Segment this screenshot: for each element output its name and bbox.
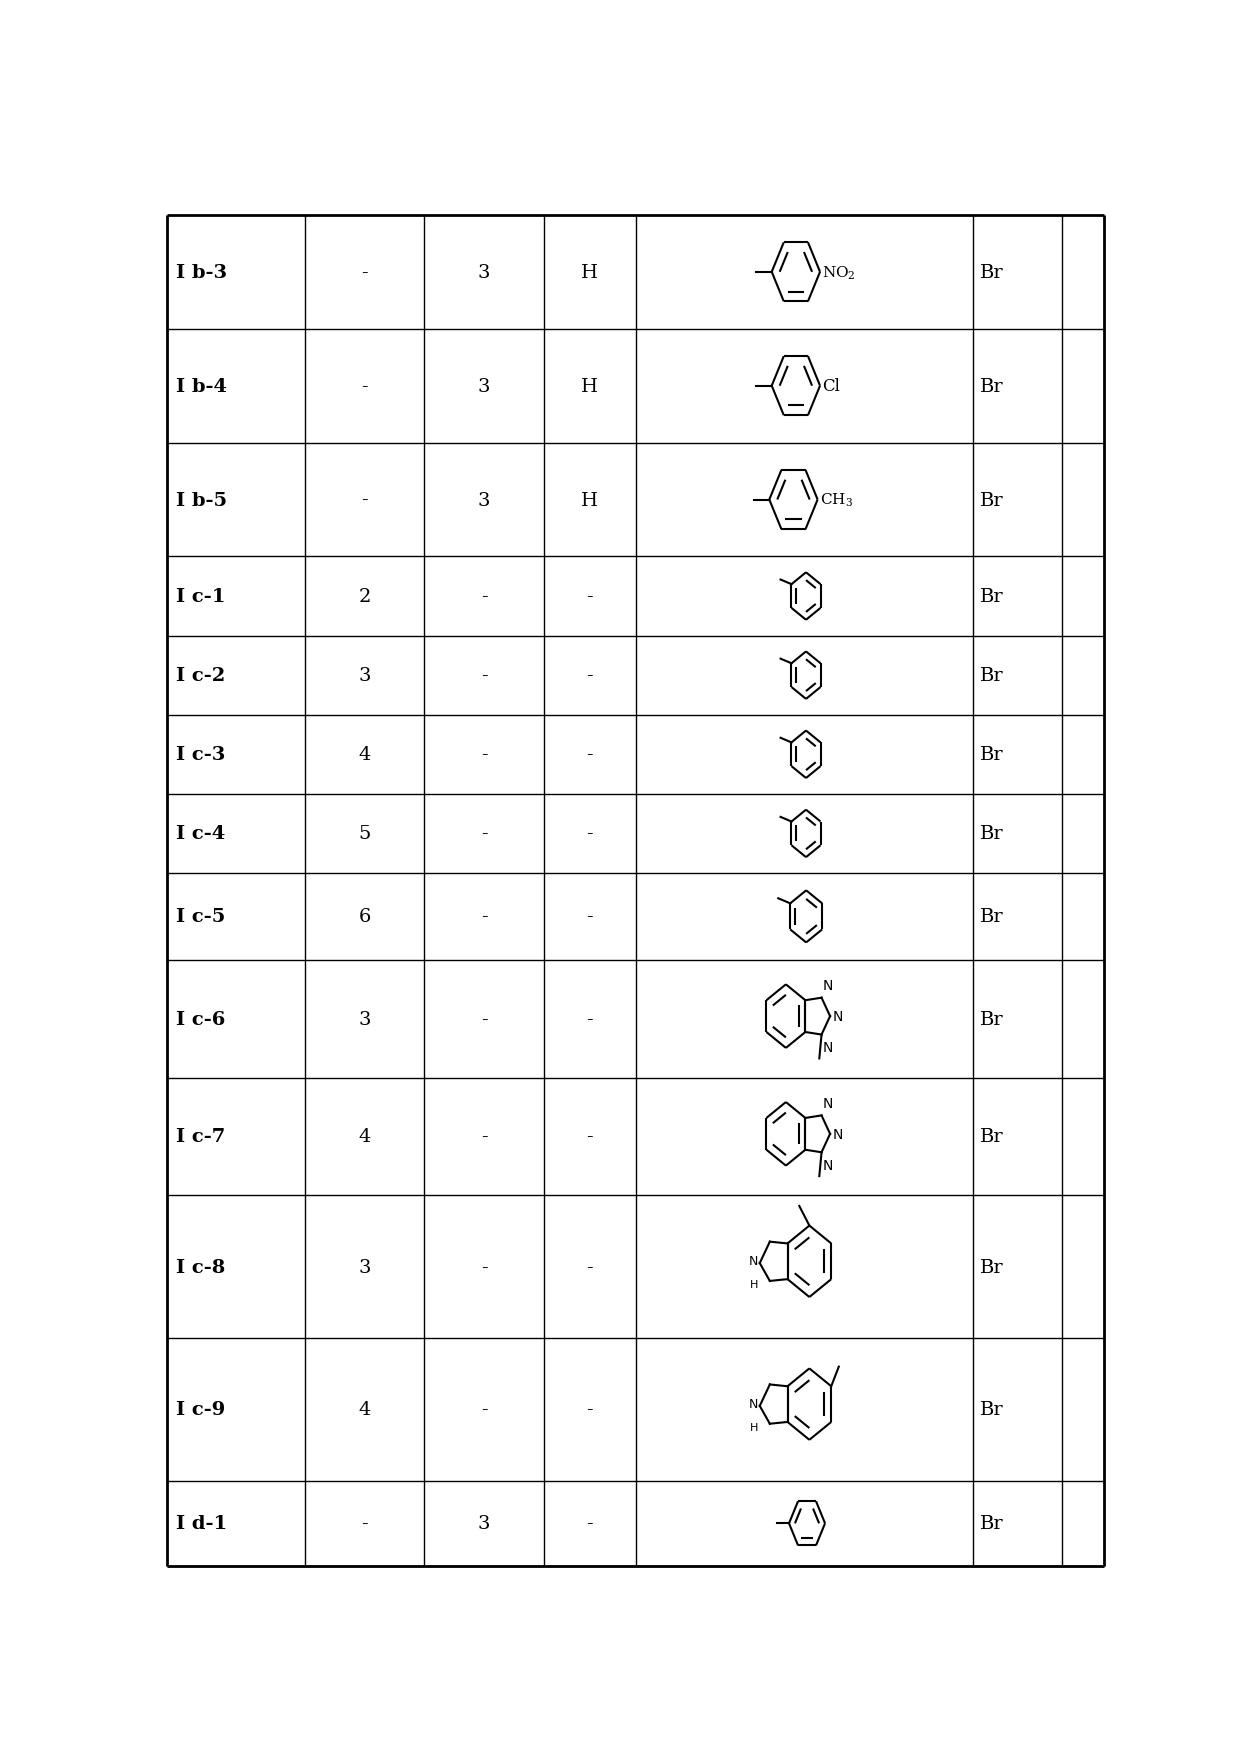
- Text: -: -: [587, 1127, 593, 1147]
- Text: Br: Br: [980, 1258, 1003, 1275]
- Text: -: -: [587, 826, 593, 843]
- Text: I b-4: I b-4: [176, 377, 227, 395]
- Text: 4: 4: [358, 1127, 371, 1147]
- Text: -: -: [587, 1401, 593, 1418]
- Text: -: -: [481, 908, 487, 926]
- Text: -: -: [481, 667, 487, 684]
- Text: N: N: [822, 1041, 833, 1055]
- Text: Br: Br: [980, 377, 1003, 395]
- Text: H: H: [749, 1279, 758, 1289]
- Text: I c-9: I c-9: [176, 1401, 226, 1418]
- Text: N: N: [749, 1397, 758, 1409]
- Text: -: -: [362, 1515, 368, 1533]
- Text: I c-7: I c-7: [176, 1127, 226, 1147]
- Text: -: -: [362, 263, 368, 282]
- Text: Br: Br: [980, 1127, 1003, 1147]
- Text: Br: Br: [980, 908, 1003, 926]
- Text: 2: 2: [358, 587, 371, 605]
- Text: 6: 6: [358, 908, 371, 926]
- Text: 4: 4: [358, 1401, 371, 1418]
- Text: Br: Br: [980, 587, 1003, 605]
- Text: $\mathregular{CH_3}$: $\mathregular{CH_3}$: [820, 492, 853, 510]
- Text: -: -: [587, 1011, 593, 1028]
- Text: 3: 3: [358, 1258, 371, 1275]
- Text: Br: Br: [980, 1515, 1003, 1533]
- Text: I c-6: I c-6: [176, 1011, 226, 1028]
- Text: -: -: [481, 1258, 487, 1275]
- Text: -: -: [587, 667, 593, 684]
- Text: N: N: [822, 979, 833, 993]
- Text: 3: 3: [477, 490, 490, 510]
- Text: H: H: [582, 263, 598, 282]
- Text: I b-3: I b-3: [176, 263, 227, 282]
- Text: Cl: Cl: [822, 377, 841, 395]
- Text: -: -: [481, 1011, 487, 1028]
- Text: 5: 5: [358, 826, 371, 843]
- Text: -: -: [587, 587, 593, 605]
- Text: $\mathregular{NO_2}$: $\mathregular{NO_2}$: [822, 265, 856, 280]
- Text: I b-5: I b-5: [176, 490, 227, 510]
- Text: N: N: [749, 1254, 758, 1267]
- Text: -: -: [587, 1258, 593, 1275]
- Text: 4: 4: [358, 746, 371, 764]
- Text: I c-3: I c-3: [176, 746, 226, 764]
- Text: Br: Br: [980, 746, 1003, 764]
- Text: I c-8: I c-8: [176, 1258, 226, 1275]
- Text: H: H: [582, 377, 598, 395]
- Text: -: -: [587, 746, 593, 764]
- Text: Br: Br: [980, 667, 1003, 684]
- Text: Br: Br: [980, 490, 1003, 510]
- Text: I c-4: I c-4: [176, 826, 226, 843]
- Text: -: -: [362, 377, 368, 395]
- Text: 3: 3: [477, 1515, 490, 1533]
- Text: I d-1: I d-1: [176, 1515, 227, 1533]
- Text: -: -: [481, 587, 487, 605]
- Text: -: -: [587, 1515, 593, 1533]
- Text: -: -: [362, 490, 368, 510]
- Text: N: N: [833, 1009, 843, 1023]
- Text: 3: 3: [358, 667, 371, 684]
- Text: N: N: [833, 1127, 843, 1141]
- Text: -: -: [587, 908, 593, 926]
- Text: Br: Br: [980, 1011, 1003, 1028]
- Text: -: -: [481, 1401, 487, 1418]
- Text: I c-1: I c-1: [176, 587, 226, 605]
- Text: Br: Br: [980, 826, 1003, 843]
- Text: 3: 3: [477, 377, 490, 395]
- Text: 3: 3: [358, 1011, 371, 1028]
- Text: -: -: [481, 1127, 487, 1147]
- Text: I c-5: I c-5: [176, 908, 226, 926]
- Text: I c-2: I c-2: [176, 667, 226, 684]
- Text: -: -: [481, 746, 487, 764]
- Text: H: H: [749, 1422, 758, 1432]
- Text: Br: Br: [980, 263, 1003, 282]
- Text: 3: 3: [477, 263, 490, 282]
- Text: -: -: [481, 826, 487, 843]
- Text: N: N: [822, 1097, 833, 1110]
- Text: N: N: [822, 1157, 833, 1171]
- Text: H: H: [582, 490, 598, 510]
- Text: Br: Br: [980, 1401, 1003, 1418]
